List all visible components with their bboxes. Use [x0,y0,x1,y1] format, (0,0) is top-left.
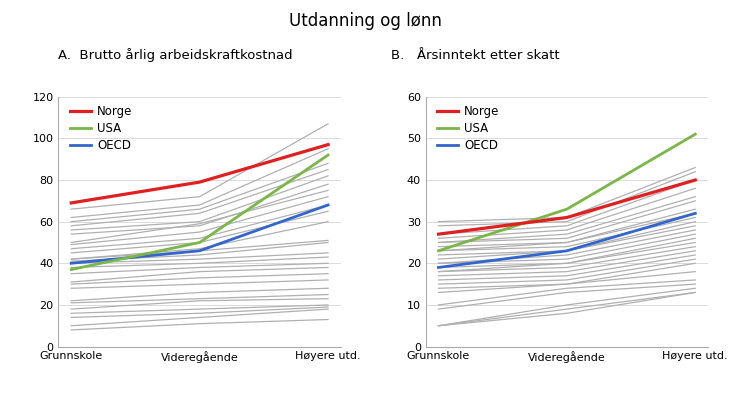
Text: Utdanning og lønn: Utdanning og lønn [288,12,442,30]
Legend: Norge, USA, OECD: Norge, USA, OECD [437,105,500,152]
Text: A.  Brutto årlig arbeidskraftkostnad: A. Brutto årlig arbeidskraftkostnad [58,48,293,62]
Text: B.   Årsinntekt etter skatt: B. Årsinntekt etter skatt [391,50,559,62]
Legend: Norge, USA, OECD: Norge, USA, OECD [70,105,132,152]
